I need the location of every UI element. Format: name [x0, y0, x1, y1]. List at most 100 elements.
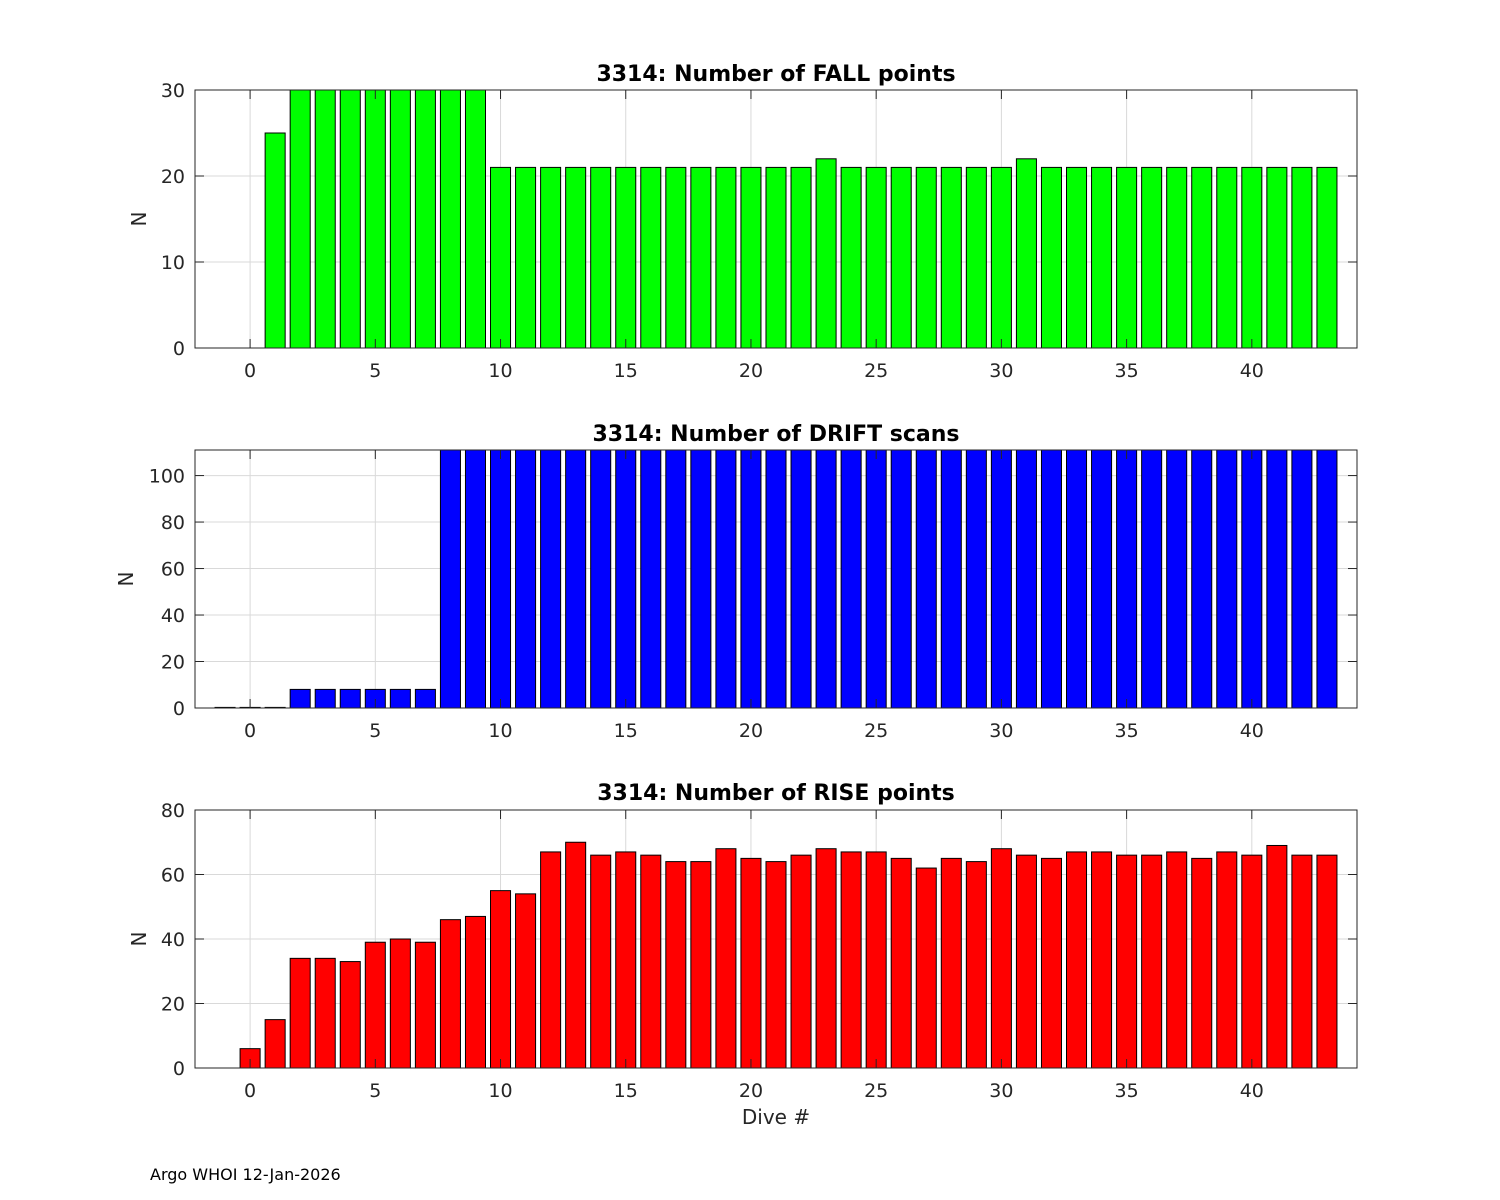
fall-y-tick-label: 20 [161, 166, 185, 188]
rise-y-tick-label: 0 [173, 1058, 185, 1080]
rise-bar [1015, 854, 1037, 1069]
rise-x-tick-label: 25 [864, 1080, 888, 1102]
rise-bar [1216, 851, 1238, 1069]
rise-bar [765, 861, 787, 1069]
drift-x-tick-label: 30 [989, 720, 1013, 742]
drift-bar [1241, 449, 1263, 709]
rise-bar [264, 1019, 286, 1069]
rise-bar [915, 867, 937, 1069]
fall-bar [690, 166, 712, 349]
rise-bar [1241, 854, 1263, 1069]
drift-bar [439, 449, 461, 709]
drift-bar [289, 688, 311, 709]
rise-bar [740, 857, 762, 1069]
drift-x-tick-label: 35 [1115, 720, 1139, 742]
fall-bar [289, 89, 311, 349]
rise-bar [414, 941, 436, 1069]
footer-caption: Argo WHOI 12-Jan-2026 [150, 1165, 341, 1184]
fall-bar [640, 166, 662, 349]
drift-y-tick-label: 40 [161, 605, 185, 627]
rise-bar [1291, 854, 1313, 1069]
rise-y-tick-label: 20 [161, 994, 185, 1016]
drift-bar [389, 688, 411, 709]
rise-x-axis-label: Dive # [742, 1105, 810, 1129]
fall-bar [990, 166, 1012, 349]
rise-bar [665, 861, 687, 1069]
drift-y-axis-label: N [114, 572, 138, 587]
fall-chart-title: 3314: Number of FALL points [596, 62, 955, 87]
fall-y-tick-label: 30 [161, 80, 185, 102]
fall-bar [565, 166, 587, 349]
rise-x-tick-label: 30 [989, 1080, 1013, 1102]
drift-y-tick-label: 20 [161, 652, 185, 674]
fall-bar [490, 166, 512, 349]
drift-bar [790, 449, 812, 709]
rise-bar [289, 957, 311, 1069]
fall-bar [840, 166, 862, 349]
fall-y-axis-label: N [127, 212, 151, 227]
rise-bar [364, 941, 386, 1069]
drift-bar [940, 449, 962, 709]
rise-bar [339, 961, 361, 1069]
rise-y-tick-label: 40 [161, 929, 185, 951]
drift-bar [1166, 449, 1188, 709]
fall-bar [389, 89, 411, 349]
fall-bar [815, 158, 837, 349]
drift-scans-panel: 3314: Number of DRIFT scans 0 5 10 15 20 25 30… [114, 422, 1358, 742]
rise-x-tick-label: 20 [739, 1080, 763, 1102]
fall-bar [1040, 166, 1062, 349]
fall-bar [464, 89, 486, 349]
drift-x-tick-label: 20 [739, 720, 763, 742]
rise-bar [1166, 851, 1188, 1069]
rise-y-tick-label: 60 [161, 865, 185, 887]
drift-x-tick-label: 40 [1240, 720, 1264, 742]
drift-bar [590, 449, 612, 709]
rise-bar [540, 851, 562, 1069]
rise-bar [590, 854, 612, 1069]
drift-bar [865, 449, 887, 709]
fall-y-tick-label: 0 [173, 338, 185, 360]
drift-bar [765, 449, 787, 709]
fall-bar [1166, 166, 1188, 349]
drift-bar [740, 449, 762, 709]
rise-bar [940, 857, 962, 1069]
fall-bar [765, 166, 787, 349]
rise-chart-title: 3314: Number of RISE points [597, 781, 955, 806]
rise-bar [1191, 857, 1213, 1069]
drift-bar [540, 449, 562, 709]
drift-x-tick-label: 0 [244, 720, 256, 742]
drift-bar [815, 449, 837, 709]
drift-bar [965, 449, 987, 709]
rise-bar [840, 851, 862, 1069]
rise-x-tick-label: 40 [1240, 1080, 1264, 1102]
rise-bar [1141, 854, 1163, 1069]
fall-bar [915, 166, 937, 349]
fall-bar [515, 166, 537, 349]
drift-bar [1116, 449, 1138, 709]
fall-bar [1291, 166, 1313, 349]
drift-y-tick-label: 60 [161, 559, 185, 581]
rise-y-axis-label: N [127, 932, 151, 947]
rise-bar [640, 854, 662, 1069]
rise-x-tick-label: 35 [1115, 1080, 1139, 1102]
fall-bar [314, 89, 336, 349]
drift-bar [1316, 449, 1338, 709]
drift-bar [1291, 449, 1313, 709]
fall-bar [665, 166, 687, 349]
drift-bar [565, 449, 587, 709]
fall-bar [364, 89, 386, 349]
fall-bar [1091, 166, 1113, 349]
rise-bar [1116, 854, 1138, 1069]
drift-y-tick-label: 80 [161, 512, 185, 534]
fall-bar [1015, 158, 1037, 349]
rise-bar [565, 841, 587, 1069]
rise-y-tick-label: 80 [161, 800, 185, 822]
fall-x-tick-label: 0 [244, 360, 256, 382]
drift-bar [715, 449, 737, 709]
rise-bar [1266, 844, 1288, 1069]
fall-x-tick-label: 20 [739, 360, 763, 382]
rise-bar [1066, 851, 1088, 1069]
fall-bar [865, 166, 887, 349]
drift-bar [915, 449, 937, 709]
rise-bar [314, 957, 336, 1069]
